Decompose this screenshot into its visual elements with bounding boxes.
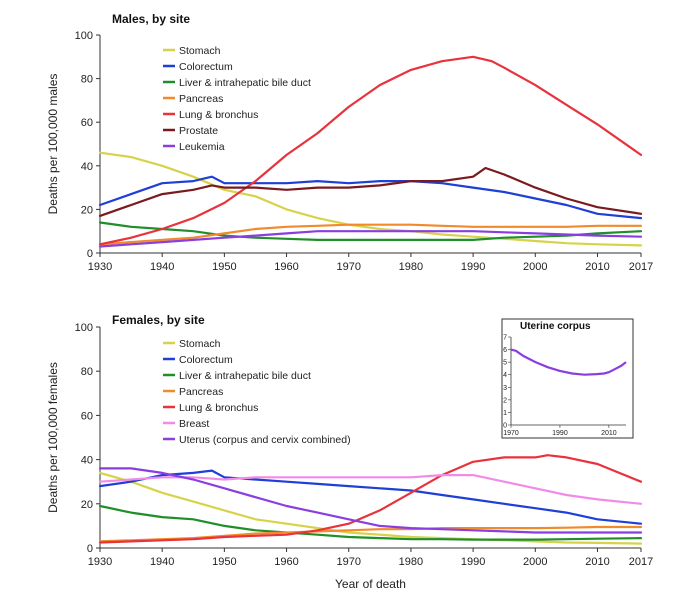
inset-y-tick-label: 7 [503,335,507,342]
inset-title: Uterine corpus [520,321,591,332]
y-tick-label: 80 [81,74,93,86]
legend-label-liver-intrahepatic-bile-duct: Liver & intrahepatic bile duct [179,370,311,382]
y-tick-label: 80 [81,366,93,378]
y-tick-label: 100 [75,30,93,42]
x-axis-label: Year of death [335,577,406,591]
inset-y-tick-label: 1 [503,410,507,417]
legend-label-pancreas: Pancreas [179,93,223,105]
inset-x-tick-label: 2010 [601,430,617,437]
inset-y-tick-label: 3 [503,385,507,392]
legend-label-colorectum: Colorectum [179,354,233,366]
x-tick-label: 1960 [274,261,298,273]
x-tick-label: 1930 [88,556,112,568]
panel-title: Females, by site [112,313,205,327]
inset-y-tick-label: 6 [503,347,507,354]
series-line-pancreas [98,223,643,246]
series-line-stomach [98,471,643,545]
y-tick-label: 0 [87,543,93,555]
series-line-uterus-corpus-and-cervix-combined [98,467,643,534]
series-line-prostate [98,166,643,217]
x-tick-label: 1940 [150,261,174,273]
y-axis-label: Deaths per 100,000 males [46,74,60,215]
inset-y-tick-label: 5 [503,360,507,367]
legend-label-pancreas: Pancreas [179,386,223,398]
inset-series-line [510,348,627,376]
x-tick-label: 1950 [212,556,236,568]
x-tick-label: 2017 [629,261,653,273]
inset-x-tick-label: 1970 [503,430,519,437]
panel-title: Males, by site [112,12,190,26]
x-tick-label: 1980 [399,261,423,273]
y-tick-label: 20 [81,499,93,511]
legend-label-leukemia: Leukemia [179,141,225,153]
males-panel: Males, by site 0 20 40 60 80 100 1930 1940 1950 19… [46,12,653,273]
legend-label-prostate: Prostate [179,125,218,137]
series-line-lung-bronchus [98,55,643,246]
x-tick-label: 2017 [629,556,653,568]
series-line-leukemia [98,230,643,248]
series-line-breast [98,474,643,505]
x-tick-label: 2000 [523,261,547,273]
inset-y-tick-label: 2 [503,397,507,404]
inset-x-tick-label: 1990 [552,430,568,437]
inset-frame [501,318,634,439]
x-tick-label: 1970 [336,261,360,273]
inset-y-tick-label: 0 [503,423,507,430]
x-tick-label: 2010 [585,261,609,273]
legend-label-uterus-corpus-and-cervix-combined: Uterus (corpus and cervix combined) [179,434,351,446]
series-line-liver-intrahepatic-bile-duct [98,221,643,241]
x-tick-label: 1980 [399,556,423,568]
x-tick-label: 2000 [523,556,547,568]
y-axis-label: Deaths per 100,000 females [46,362,60,513]
y-tick-label: 40 [81,161,93,173]
legend-label-stomach: Stomach [179,45,221,57]
series-line-colorectum [98,469,643,525]
series-line-lung-bronchus [98,454,643,544]
y-tick-label: 20 [81,204,93,216]
x-tick-label: 1970 [336,556,360,568]
x-tick-label: 1990 [461,556,485,568]
legend-label-breast: Breast [179,418,209,430]
series-line-stomach [98,151,643,247]
legend-label-lung-bronchus: Lung & bronchus [179,109,258,121]
inset-y-tick-label: 4 [503,372,507,379]
legend-label-stomach: Stomach [179,338,221,350]
y-tick-label: 60 [81,410,93,422]
x-tick-label: 1990 [461,261,485,273]
y-tick-label: 0 [87,248,93,260]
y-tick-label: 60 [81,117,93,129]
x-tick-label: 1940 [150,556,174,568]
x-tick-label: 1950 [212,261,236,273]
uterine-corpus-inset: Uterine corpus 0 1 2 3 4 5 6 7 1970 1990 2010 [501,318,634,439]
legend-label-liver-intrahepatic-bile-duct: Liver & intrahepatic bile duct [179,77,311,89]
series-line-liver-intrahepatic-bile-duct [98,504,643,541]
x-tick-label: 1930 [88,261,112,273]
y-tick-label: 40 [81,455,93,467]
series-line-colorectum [98,175,643,220]
legend-label-colorectum: Colorectum [179,61,233,73]
legend-label-lung-bronchus: Lung & bronchus [179,402,258,414]
x-tick-label: 1960 [274,556,298,568]
x-tick-label: 2010 [585,556,609,568]
y-tick-label: 100 [75,322,93,334]
